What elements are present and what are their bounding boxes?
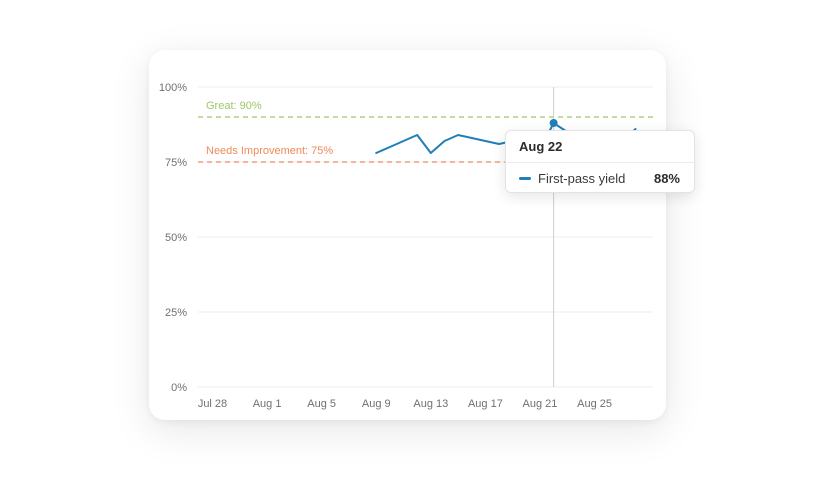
x-tick-label: Aug 17 bbox=[468, 398, 503, 410]
hover-tooltip: Aug 22 First-pass yield 88% bbox=[505, 130, 695, 193]
x-tick-label: Aug 21 bbox=[523, 398, 558, 410]
line-chart: 0% 25% 50% 75% 100% Jul 28 Aug 1 Aug 5 Aug 9 Aug … bbox=[159, 82, 653, 410]
x-tick-label: Aug 13 bbox=[413, 398, 448, 410]
tooltip-divider bbox=[506, 162, 694, 163]
y-tick-label: 75% bbox=[165, 157, 187, 169]
y-tick-label: 25% bbox=[165, 307, 187, 319]
y-tick-label: 100% bbox=[159, 82, 187, 94]
hover-point bbox=[549, 119, 558, 127]
chart-card: 0% 25% 50% 75% 100% Jul 28 Aug 1 Aug 5 Aug 9 Aug … bbox=[149, 50, 695, 420]
reference-line-label: Needs Improvement: 75% bbox=[206, 145, 333, 157]
x-tick-label: Jul 28 bbox=[198, 398, 227, 410]
x-tick-label: Aug 5 bbox=[307, 398, 336, 410]
series-swatch-icon bbox=[519, 177, 531, 180]
x-tick-label: Aug 9 bbox=[362, 398, 391, 410]
reference-line-label: Great: 90% bbox=[206, 100, 262, 112]
tooltip-value: 88% bbox=[653, 171, 680, 186]
y-tick-label: 0% bbox=[171, 382, 187, 394]
y-tick-label: 50% bbox=[165, 232, 187, 244]
tooltip-date: Aug 22 bbox=[519, 139, 563, 154]
tooltip-series-name: First-pass yield bbox=[538, 171, 626, 186]
x-tick-label: Aug 1 bbox=[253, 398, 282, 410]
x-tick-label: Aug 25 bbox=[577, 398, 612, 410]
